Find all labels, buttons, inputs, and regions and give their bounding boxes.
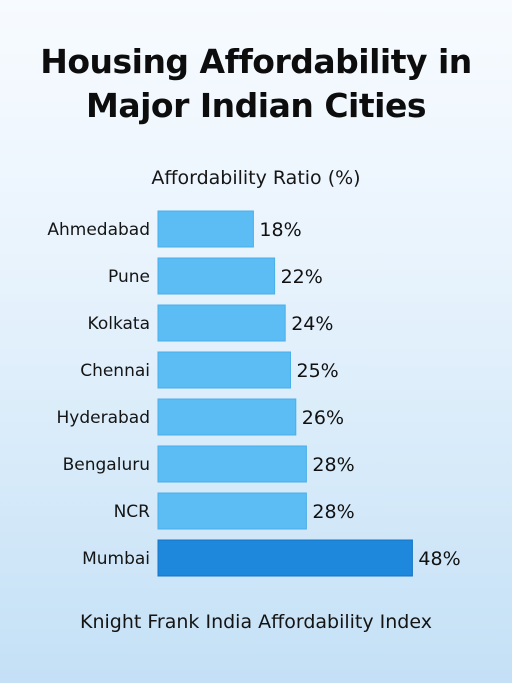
value-label-mumbai: 48%	[418, 548, 460, 570]
bar-ncr	[157, 492, 307, 530]
value-label-kolkata: 24%	[291, 313, 333, 335]
value-label-hyderabad: 26%	[302, 407, 344, 429]
category-label-chennai: Chennai	[80, 361, 150, 381]
chart-subtitle: Affordability Ratio (%)	[151, 167, 361, 189]
value-label-pune: 22%	[281, 266, 323, 288]
bar-kolkata	[157, 304, 286, 342]
category-label-ahmedabad: Ahmedabad	[47, 220, 150, 240]
chart-source-footer: Knight Frank India Affordability Index	[80, 611, 432, 633]
value-label-bengaluru: 28%	[312, 454, 354, 476]
bar-chennai	[157, 351, 291, 389]
bar-ahmedabad	[157, 210, 254, 248]
value-label-ncr: 28%	[312, 501, 354, 523]
category-label-ncr: NCR	[114, 502, 151, 522]
value-label-ahmedabad: 18%	[259, 219, 301, 241]
chart-title-line-1: Housing Affordability in	[40, 42, 472, 81]
category-label-bengaluru: Bengaluru	[63, 455, 150, 475]
category-label-hyderabad: Hyderabad	[57, 408, 151, 428]
value-label-chennai: 25%	[297, 360, 339, 382]
chart-title: Housing Affordability in Major Indian Ci…	[0, 40, 512, 128]
category-label-mumbai: Mumbai	[82, 549, 150, 569]
category-label-kolkata: Kolkata	[88, 314, 150, 334]
chart-title-line-2: Major Indian Cities	[86, 86, 426, 125]
category-label-pune: Pune	[108, 267, 150, 287]
bar-hyderabad	[157, 398, 297, 436]
bar-mumbai	[157, 539, 413, 577]
bar-bengaluru	[157, 445, 307, 483]
bar-pune	[157, 257, 276, 295]
